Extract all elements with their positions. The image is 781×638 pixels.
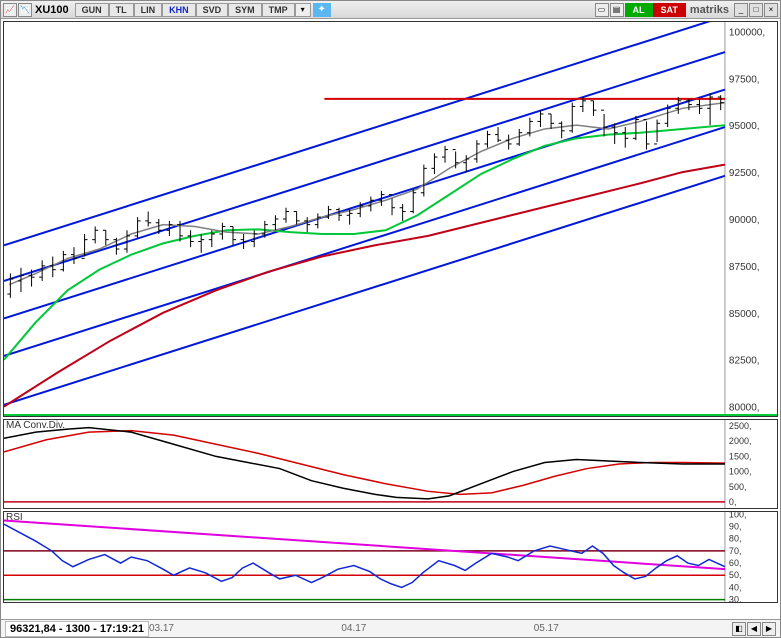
rsi-panel[interactable]: RSI 30, 40, 50, 60, 70, 80, 90, 100, — [3, 511, 778, 603]
macd-title: MA Conv.Div. — [6, 420, 65, 431]
period-buttons: GUNTLLINKHNSVDSYMTMP — [75, 3, 295, 17]
svg-text:80,: 80, — [729, 534, 742, 544]
brand-label: matriks — [690, 4, 729, 16]
svg-text:100000,: 100000, — [729, 27, 765, 38]
chart-window: 📈 📉 XU100 GUNTLLINKHNSVDSYMTMP ▾ ✦ ▭ ▤ A… — [1, 1, 780, 637]
svg-text:70,: 70, — [729, 546, 742, 556]
tool-icon-1[interactable]: ▭ — [595, 3, 609, 17]
svg-text:0,: 0, — [729, 497, 737, 507]
close-button[interactable]: × — [764, 3, 778, 17]
svg-text:85000,: 85000, — [729, 309, 760, 320]
toolbar-dropdown[interactable]: ▾ — [295, 3, 311, 17]
signal-sell: SAT — [653, 3, 686, 17]
x-tick: 04.17 — [341, 623, 533, 634]
app-icon-2[interactable]: 📉 — [18, 3, 32, 17]
period-button-svd[interactable]: SVD — [196, 3, 229, 17]
svg-text:97500,: 97500, — [729, 74, 760, 85]
corner-icon-1[interactable]: ◧ — [732, 622, 746, 636]
signal-buy: AL — [625, 3, 653, 17]
x-axis-ticks: 03.1704.1705.17 — [149, 623, 732, 634]
tool-icon-2[interactable]: ▤ — [610, 3, 624, 17]
svg-text:95000,: 95000, — [729, 121, 760, 132]
svg-text:1500,: 1500, — [729, 451, 752, 461]
svg-text:30,: 30, — [729, 595, 742, 602]
toolbar: 📈 📉 XU100 GUNTLLINKHNSVDSYMTMP ▾ ✦ ▭ ▤ A… — [1, 1, 780, 19]
svg-text:100,: 100, — [729, 512, 747, 519]
main-price-panel[interactable]: 80000, 82500, 85000, 87500, 90000, 92500, 9500… — [3, 21, 778, 417]
chart-body: 80000, 82500, 85000, 87500, 90000, 92500, 9500… — [1, 19, 780, 619]
app-icon-1[interactable]: 📈 — [3, 3, 17, 17]
x-tick: 05.17 — [534, 623, 726, 634]
svg-text:82500,: 82500, — [729, 356, 760, 367]
status-bar: 96321,84 - 1300 - 17:19:21 03.1704.1705.… — [1, 619, 780, 637]
twitter-icon[interactable]: ✦ — [313, 3, 331, 17]
minimize-button[interactable]: _ — [734, 3, 748, 17]
svg-text:500,: 500, — [729, 482, 747, 492]
svg-text:1000,: 1000, — [729, 467, 752, 477]
x-tick: 03.17 — [149, 623, 341, 634]
svg-text:2500,: 2500, — [729, 421, 752, 431]
macd-panel[interactable]: MA Conv.Div. 0, 500, 1000, 1500, 2000, 2500, — [3, 419, 778, 509]
symbol-label: XU100 — [35, 4, 69, 16]
period-button-tl[interactable]: TL — [109, 3, 134, 17]
period-button-gun[interactable]: GUN — [75, 3, 109, 17]
svg-text:90000,: 90000, — [729, 215, 760, 226]
svg-text:80000,: 80000, — [729, 403, 760, 414]
maximize-button[interactable]: □ — [749, 3, 763, 17]
svg-text:87500,: 87500, — [729, 262, 760, 273]
period-button-lin[interactable]: LIN — [134, 3, 163, 17]
svg-text:90,: 90, — [729, 522, 742, 532]
svg-text:40,: 40, — [729, 582, 742, 592]
svg-text:50,: 50, — [729, 570, 742, 580]
rsi-title: RSI — [6, 512, 23, 523]
period-button-khn[interactable]: KHN — [162, 3, 196, 17]
svg-text:2000,: 2000, — [729, 436, 752, 446]
svg-text:92500,: 92500, — [729, 168, 760, 179]
period-button-tmp[interactable]: TMP — [262, 3, 295, 17]
corner-icon-left[interactable]: ◀ — [747, 622, 761, 636]
svg-text:60,: 60, — [729, 558, 742, 568]
corner-icon-right[interactable]: ▶ — [762, 622, 776, 636]
status-value: 96321,84 - 1300 - 17:19:21 — [5, 621, 149, 637]
period-button-sym[interactable]: SYM — [228, 3, 262, 17]
